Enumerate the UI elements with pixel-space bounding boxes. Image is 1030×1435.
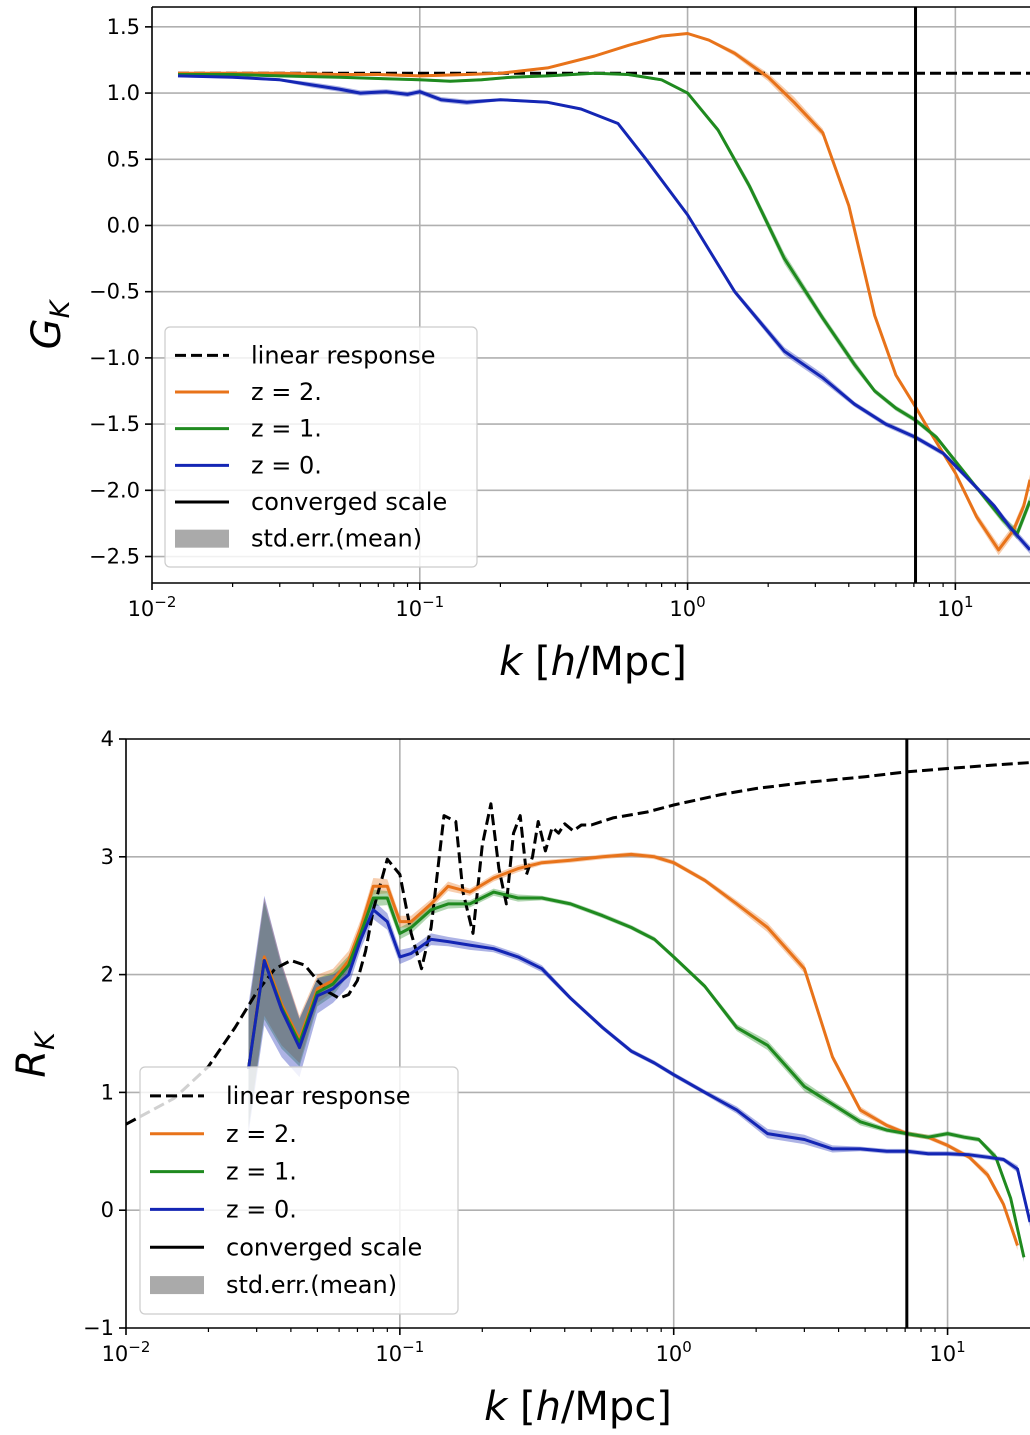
legend-label: linear response — [226, 1082, 411, 1110]
legend-label: z = 2. — [251, 378, 322, 406]
x-axis-label: k [h/Mpc] — [484, 1384, 672, 1430]
legend-swatch-std-err — [175, 529, 229, 548]
legend-box — [139, 1066, 459, 1315]
legend-label: z = 1. — [251, 415, 322, 443]
x-tick-label: 10−1 — [395, 593, 444, 621]
x-tick-label: 100 — [669, 593, 705, 621]
legend-label: std.err.(mean) — [251, 525, 422, 553]
y-tick-label: 4 — [101, 727, 114, 751]
legend-label: z = 1. — [226, 1158, 297, 1186]
series-line-z0 — [177, 74, 1030, 551]
y-tick-label: 0.5 — [107, 147, 140, 171]
grid — [126, 739, 1030, 1328]
x-tick-label: 10−2 — [102, 1338, 151, 1366]
x-tick-label: 10−2 — [128, 593, 177, 621]
y-axis-label: RK — [9, 1030, 61, 1078]
data-layer — [126, 739, 1030, 1328]
legend-label: converged scale — [226, 1233, 422, 1261]
legend-label: z = 2. — [226, 1120, 297, 1148]
x-tick-label: 100 — [656, 1338, 692, 1366]
legend-label: z = 0. — [251, 451, 322, 479]
legend-box — [164, 326, 478, 568]
chart-panel-1: 1.5 1.0 0.5 0.0 −0.5 −1.0 −1.5 −2.0 −2.5 10−2 10−1… — [24, 6, 1030, 685]
y-tick-label: −0.5 — [89, 280, 140, 304]
y-tick-label: −1.0 — [89, 346, 140, 370]
x-axis-label: k [h/Mpc] — [499, 639, 687, 685]
y-tick-label: 1 — [101, 1080, 114, 1104]
y-tick-label: 0.0 — [107, 213, 140, 237]
legend-swatch-std-err — [150, 1276, 204, 1295]
data-layer — [177, 7, 1030, 583]
y-tick-label: 2 — [101, 963, 114, 987]
x-tick-label: 10−1 — [375, 1338, 424, 1366]
y-tick-label: −1.5 — [89, 412, 140, 436]
legend-label: std.err.(mean) — [226, 1271, 397, 1299]
y-tick-label: 1.0 — [107, 81, 140, 105]
linear-response-line — [126, 761, 1030, 1126]
legend-label: converged scale — [251, 488, 447, 516]
y-tick-label: −2.5 — [89, 545, 140, 569]
y-tick-label: −1 — [83, 1316, 114, 1340]
series-line-z1 — [247, 890, 1026, 1258]
series-line-z2 — [178, 32, 1030, 552]
series-line-z0 — [247, 908, 1030, 1223]
y-tick-label: 3 — [101, 845, 114, 869]
y-axis-label: GK — [24, 298, 76, 349]
x-tick-label: 101 — [929, 1338, 965, 1366]
y-tick-label: −2.0 — [89, 478, 140, 502]
y-tick-label: 0 — [101, 1198, 114, 1222]
legend-label: z = 0. — [226, 1195, 297, 1223]
series-line-z1 — [178, 71, 1030, 536]
y-tick-label: 1.5 — [107, 15, 140, 39]
legend: linear response z = 2. z = 1. z = 0. converg… — [139, 1066, 459, 1315]
legend: linear response z = 2. z = 1. z = 0. converg… — [164, 326, 478, 568]
legend-label: linear response — [251, 341, 436, 369]
x-tick-label: 101 — [937, 593, 973, 621]
